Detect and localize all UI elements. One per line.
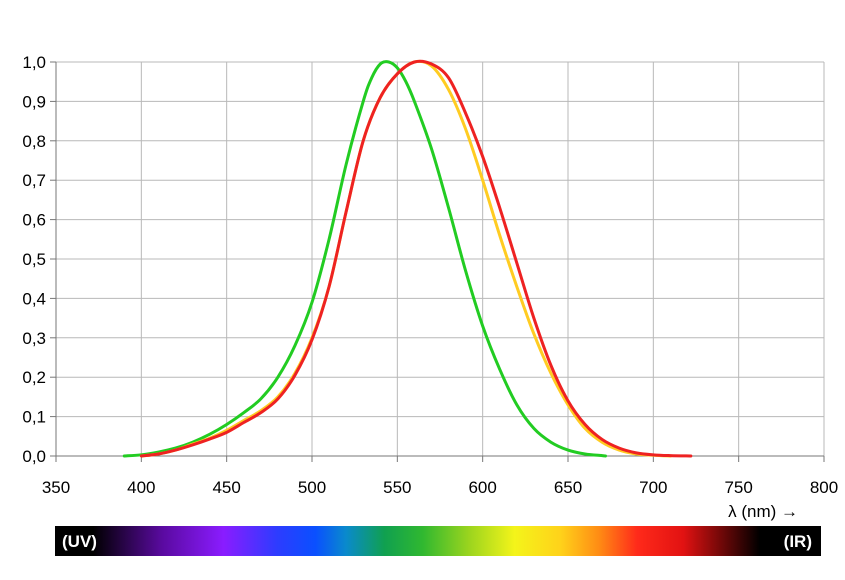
x-tick-label: 650 — [554, 478, 582, 497]
y-tick-label: 0,5 — [22, 250, 46, 269]
y-tick-label: 0,6 — [22, 211, 46, 230]
x-tick-label: 600 — [468, 478, 496, 497]
x-tick-label: 500 — [298, 478, 326, 497]
x-tick-label: 550 — [383, 478, 411, 497]
axes — [50, 61, 825, 462]
y-tick-label: 0,7 — [22, 171, 46, 190]
x-tick-label: 800 — [810, 478, 838, 497]
y-tick-label: 0,0 — [22, 447, 46, 466]
x-axis-label: λ (nm) → — [728, 502, 798, 521]
tick-labels: 350 400 450 500 550 600 650 700 750 800 0,0 0,1 0,2 0… — [22, 53, 838, 497]
x-tick-label: 750 — [724, 478, 752, 497]
x-tick-label: 450 — [212, 478, 240, 497]
y-tick-label: 0,9 — [22, 92, 46, 111]
x-tick-label: 350 — [42, 478, 70, 497]
series-line-red — [139, 59, 693, 458]
series-line-green — [122, 60, 608, 458]
ir-label: (IR) — [784, 532, 812, 551]
x-tick-label: 400 — [127, 478, 155, 497]
spectrum-bar: (UV) (IR) — [55, 526, 821, 556]
x-tick-label: 700 — [639, 478, 667, 497]
y-tick-label: 0,4 — [22, 289, 46, 308]
series-lines — [122, 59, 693, 458]
y-tick-label: 0,3 — [22, 329, 46, 348]
uv-label: (UV) — [62, 532, 97, 551]
grid — [55, 61, 825, 457]
spectrum-gradient-bar — [55, 526, 821, 556]
y-tick-label: 1,0 — [22, 53, 46, 72]
y-tick-label: 0,2 — [22, 368, 46, 387]
y-tick-label: 0,1 — [22, 408, 46, 427]
y-tick-label: 0,8 — [22, 132, 46, 151]
